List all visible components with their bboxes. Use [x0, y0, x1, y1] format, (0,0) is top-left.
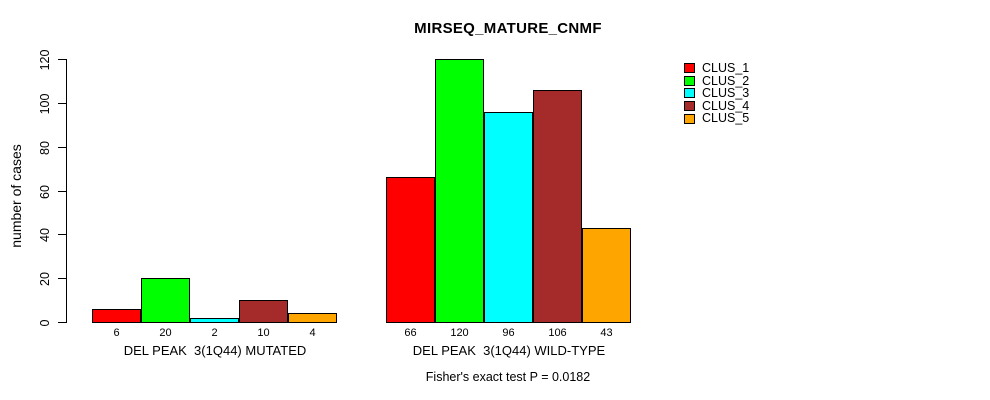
legend-item: CLUS_5	[684, 112, 749, 125]
legend-item: CLUS_2	[684, 73, 750, 88]
fisher-test-annotation: Fisher's exact test P = 0.0182	[425, 370, 591, 384]
bar-value-label: 4	[309, 327, 316, 339]
bar-clus_3-group1	[190, 318, 239, 323]
bar-clus_5-group2	[582, 228, 631, 323]
legend-item: CLUS_1	[684, 62, 749, 75]
legend-item: CLUS_4	[684, 100, 749, 113]
y-tick-label: 40	[38, 227, 52, 242]
legend-swatch-clus_4	[684, 101, 695, 112]
y-tick-label: 80	[38, 140, 52, 155]
y-tick-label: 0	[38, 319, 52, 326]
legend-swatch-clus_1	[684, 63, 695, 74]
y-tick-label: 60	[38, 184, 52, 199]
group-label-mutated: DEL PEAK 3(1Q44) MUTATED	[123, 343, 307, 358]
chart-title: MIRSEQ_MATURE_CNMF	[414, 20, 602, 37]
bar-clus_2-group2	[435, 59, 484, 323]
legend-item-label: CLUS_2	[702, 73, 750, 88]
y-axis-label: number of cases	[8, 144, 24, 248]
y-tick-label: 20	[38, 271, 52, 286]
bar-value-label: 6	[113, 327, 120, 339]
bar-clus_1-group1	[92, 309, 141, 323]
bar-clus_4-group2	[533, 90, 582, 323]
bar-clus_3-group2	[484, 112, 533, 323]
legend-item-label: CLUS_3	[702, 86, 750, 101]
bar-value-label: 120	[450, 327, 469, 339]
y-tick	[58, 234, 66, 235]
y-axis	[66, 59, 67, 323]
bar-value-label: 96	[502, 327, 515, 339]
y-tick-label: 100	[38, 93, 52, 114]
bar-value-label: 20	[159, 327, 172, 339]
legend-item-label: CLUS_4	[702, 98, 750, 113]
legend-swatch-clus_3	[684, 88, 695, 99]
bar-clus_2-group1	[141, 278, 190, 323]
legend-swatch-clus_2	[684, 75, 695, 86]
bar-value-label: 43	[600, 327, 613, 339]
legend-swatch-clus_5	[684, 113, 695, 124]
y-tick	[58, 278, 66, 279]
y-tick	[58, 191, 66, 192]
bar-clus_1-group2	[386, 177, 435, 323]
y-tick	[58, 147, 66, 148]
y-tick	[58, 322, 66, 323]
bar-value-label: 66	[404, 327, 417, 339]
legend: CLUS_1 CLUS_2 CLUS_3 CLUS_4 CLUS_5	[684, 62, 749, 125]
y-tick	[58, 103, 66, 104]
y-tick-label: 120	[38, 49, 52, 70]
legend-item: CLUS_3	[684, 87, 749, 100]
y-tick	[58, 59, 66, 60]
legend-item-label: CLUS_1	[702, 61, 750, 75]
legend-item-label: CLUS_5	[702, 111, 750, 126]
bar-clus_4-group1	[239, 300, 288, 323]
bar-value-label: 2	[211, 327, 218, 339]
bar-value-label: 106	[548, 327, 567, 339]
bar-clus_5-group1	[288, 313, 337, 323]
group-label-wildtype: DEL PEAK 3(1Q44) WILD-TYPE	[412, 343, 606, 358]
bar-value-label: 10	[257, 327, 270, 339]
